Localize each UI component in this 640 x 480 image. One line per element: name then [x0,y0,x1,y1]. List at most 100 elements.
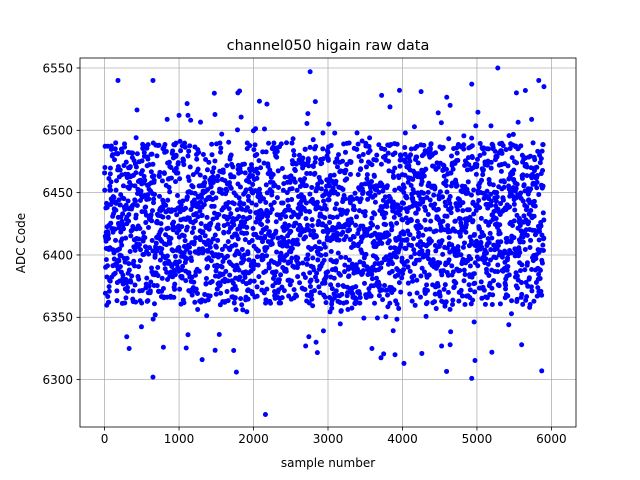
data-point [325,157,331,163]
data-point [480,167,486,173]
data-points [102,65,547,418]
data-point [408,152,414,158]
data-point [136,264,142,270]
data-point [277,215,283,221]
x-axis-label: sample number [281,456,375,470]
data-point [378,355,384,361]
data-point [355,141,361,147]
data-point [358,158,364,164]
data-point [244,205,250,211]
data-point [173,165,179,171]
data-point [435,206,441,212]
data-point [231,300,237,306]
data-point [218,149,224,155]
data-point [519,291,525,297]
data-point [501,184,507,190]
data-point [318,246,324,252]
data-point [471,187,477,193]
data-point [439,343,445,349]
data-point [326,121,332,127]
data-point [183,345,189,351]
data-point [394,301,400,307]
data-point [137,226,143,232]
data-point [470,218,476,224]
data-point [443,299,449,305]
data-point [130,288,136,294]
data-point [156,142,162,148]
data-point [245,251,251,257]
data-point [481,287,487,293]
data-point [313,339,319,345]
data-point [492,148,498,154]
data-point [181,162,187,168]
data-point [338,308,344,314]
data-point [149,208,155,214]
data-point [141,173,147,179]
data-point [316,239,322,245]
data-point [451,246,457,252]
data-point [448,170,454,176]
data-point [358,196,364,202]
data-point [284,140,290,146]
data-point [210,179,216,185]
data-point [126,218,132,224]
data-point [154,153,160,159]
data-point [165,225,171,231]
data-point [362,280,368,286]
data-point [421,142,427,148]
data-point [303,234,309,240]
data-point [431,192,437,198]
data-point [520,198,526,204]
data-point [394,220,400,226]
data-point [404,236,410,242]
data-point [517,268,523,274]
data-point [356,153,362,159]
data-point [334,230,340,236]
data-point [524,294,530,300]
data-point [445,289,451,295]
data-point [357,300,363,306]
data-point [488,165,494,171]
data-point [420,232,426,238]
data-point [490,292,496,298]
data-point [371,283,377,289]
y-tick-label: 6550 [42,61,73,75]
data-point [241,201,247,207]
data-point [312,99,318,105]
data-point [515,119,521,125]
data-point [323,300,329,306]
data-point [435,110,441,116]
data-point [372,192,378,198]
data-point [278,272,284,278]
data-point [376,282,382,288]
data-point [408,254,414,260]
data-point [407,158,413,164]
data-point [423,166,429,172]
data-point [511,218,517,224]
y-axis-label: ADC Code [14,213,28,273]
data-point [503,282,509,288]
data-point [212,112,218,118]
data-point [386,168,392,174]
data-point [134,202,140,208]
data-point [276,277,282,283]
data-point [318,186,324,192]
data-point [392,187,398,193]
data-point [528,237,534,243]
data-point [146,196,152,202]
data-point [186,270,192,276]
data-point [474,156,480,162]
data-point [379,260,385,266]
data-point [307,69,313,75]
data-point [213,291,219,297]
data-point [471,271,477,277]
data-point [139,168,145,174]
data-point [237,184,243,190]
data-point [316,218,322,224]
data-point [309,184,315,190]
data-point [303,216,309,222]
data-point [216,331,222,337]
data-point [254,284,260,290]
data-point [476,184,482,190]
